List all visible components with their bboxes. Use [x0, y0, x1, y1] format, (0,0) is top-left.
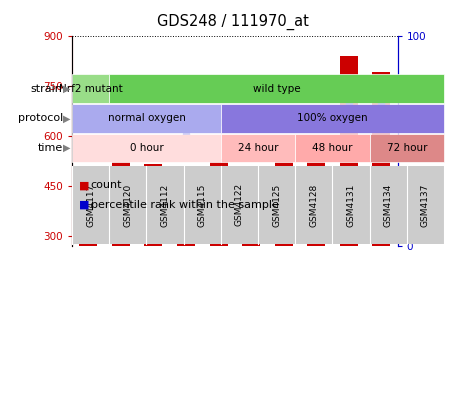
Text: 24 hour: 24 hour: [238, 143, 279, 153]
Text: GSM4117: GSM4117: [86, 183, 95, 227]
Bar: [307, 142, 325, 335]
Point: [85, 150, 92, 156]
Point: [280, 114, 287, 121]
Text: ▶: ▶: [63, 113, 70, 124]
Text: GSM4122: GSM4122: [235, 183, 244, 227]
Text: normal oxygen: normal oxygen: [107, 113, 186, 124]
Text: 100% oxygen: 100% oxygen: [297, 113, 368, 124]
Bar: [145, 164, 162, 335]
Text: GSM4131: GSM4131: [346, 183, 356, 227]
Bar: [112, 159, 130, 335]
Text: 48 hour: 48 hour: [312, 143, 353, 153]
Text: GSM4134: GSM4134: [384, 183, 393, 227]
Point: [345, 97, 352, 104]
Text: GSM4125: GSM4125: [272, 183, 281, 227]
Text: GDS248 / 111970_at: GDS248 / 111970_at: [157, 14, 308, 30]
Text: strain: strain: [31, 84, 63, 94]
Text: Nrf2 mutant: Nrf2 mutant: [59, 84, 123, 94]
Text: 72 hour: 72 hour: [386, 143, 427, 153]
Text: ■: ■: [79, 180, 90, 190]
Text: ▶: ▶: [63, 84, 70, 94]
Point: [312, 116, 320, 123]
Bar: [340, 55, 358, 335]
Bar: [80, 222, 97, 335]
Bar: [210, 159, 227, 335]
Text: GSM4120: GSM4120: [123, 183, 133, 227]
Point: [117, 123, 125, 129]
Text: ▶: ▶: [63, 143, 70, 153]
Bar: [275, 139, 292, 335]
Point: [182, 133, 190, 139]
Text: ■: ■: [79, 200, 90, 210]
Bar: [242, 167, 260, 335]
Bar: [177, 182, 195, 335]
Text: 0 hour: 0 hour: [130, 143, 163, 153]
Text: GSM4128: GSM4128: [309, 183, 319, 227]
Text: protocol: protocol: [18, 113, 63, 124]
Point: [247, 121, 255, 127]
Text: GSM4112: GSM4112: [160, 183, 170, 227]
Text: count: count: [91, 180, 122, 190]
Bar: [372, 72, 390, 335]
Point: [150, 125, 157, 131]
Text: time: time: [38, 143, 63, 153]
Text: percentile rank within the sample: percentile rank within the sample: [91, 200, 279, 210]
Text: wild type: wild type: [253, 84, 300, 94]
Point: [215, 118, 222, 125]
Text: GSM4115: GSM4115: [198, 183, 207, 227]
Point: [378, 102, 385, 108]
Text: GSM4137: GSM4137: [421, 183, 430, 227]
